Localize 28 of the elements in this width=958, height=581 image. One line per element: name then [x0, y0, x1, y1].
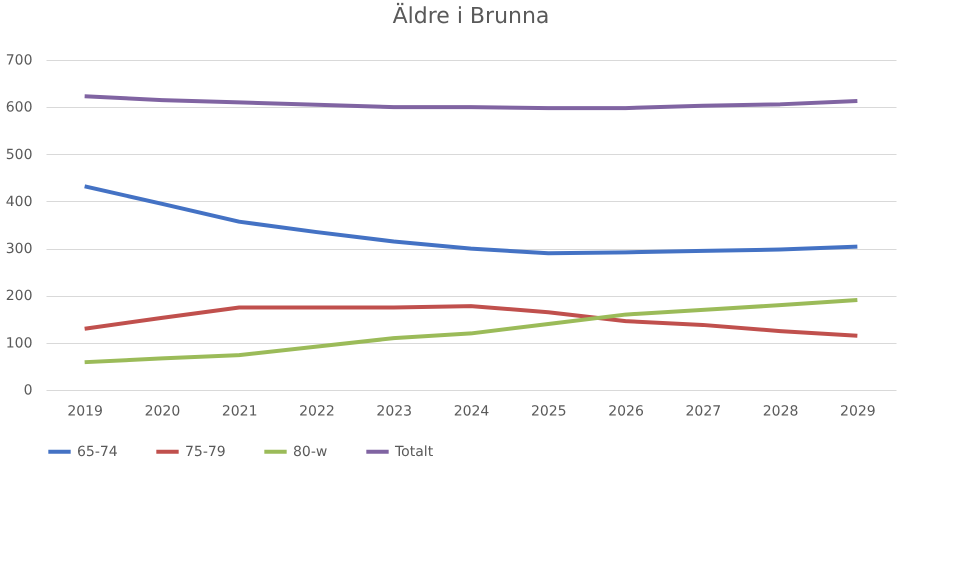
x-tick-label: 2019 [67, 404, 103, 420]
y-tick-label: 600 [6, 100, 32, 116]
x-tick-label: 2021 [222, 404, 258, 420]
y-tick-label: 500 [6, 146, 32, 163]
y-tick-label: 100 [6, 335, 32, 352]
x-tick-label: 2020 [144, 404, 180, 420]
line-series [82, 304, 860, 338]
line-series [82, 298, 860, 364]
legend-label: 75-79 [185, 444, 226, 460]
legend-label: 80-w [293, 444, 328, 460]
x-tick-label: 2024 [454, 404, 490, 420]
line-series [82, 94, 860, 110]
y-tick-label: 200 [6, 288, 32, 304]
x-tick-label: 2022 [299, 404, 335, 420]
x-tick-label: 2026 [608, 404, 644, 420]
legend-label: Totalt [394, 444, 434, 460]
x-tick-label: 2028 [762, 404, 798, 420]
x-tick-label: 2023 [376, 404, 412, 420]
y-tick-label: 400 [6, 194, 32, 210]
legend-label: 65-74 [77, 444, 118, 460]
y-tick-label: 0 [24, 382, 32, 398]
y-tick-label: 300 [6, 241, 32, 258]
chart-title: Äldre i Brunna [392, 2, 550, 29]
x-tick-label: 2027 [686, 404, 722, 420]
y-tick-label: 700 [6, 52, 32, 68]
x-tick-label: 2029 [840, 404, 876, 420]
x-tick-label: 2025 [530, 404, 567, 420]
line-series [82, 184, 860, 256]
